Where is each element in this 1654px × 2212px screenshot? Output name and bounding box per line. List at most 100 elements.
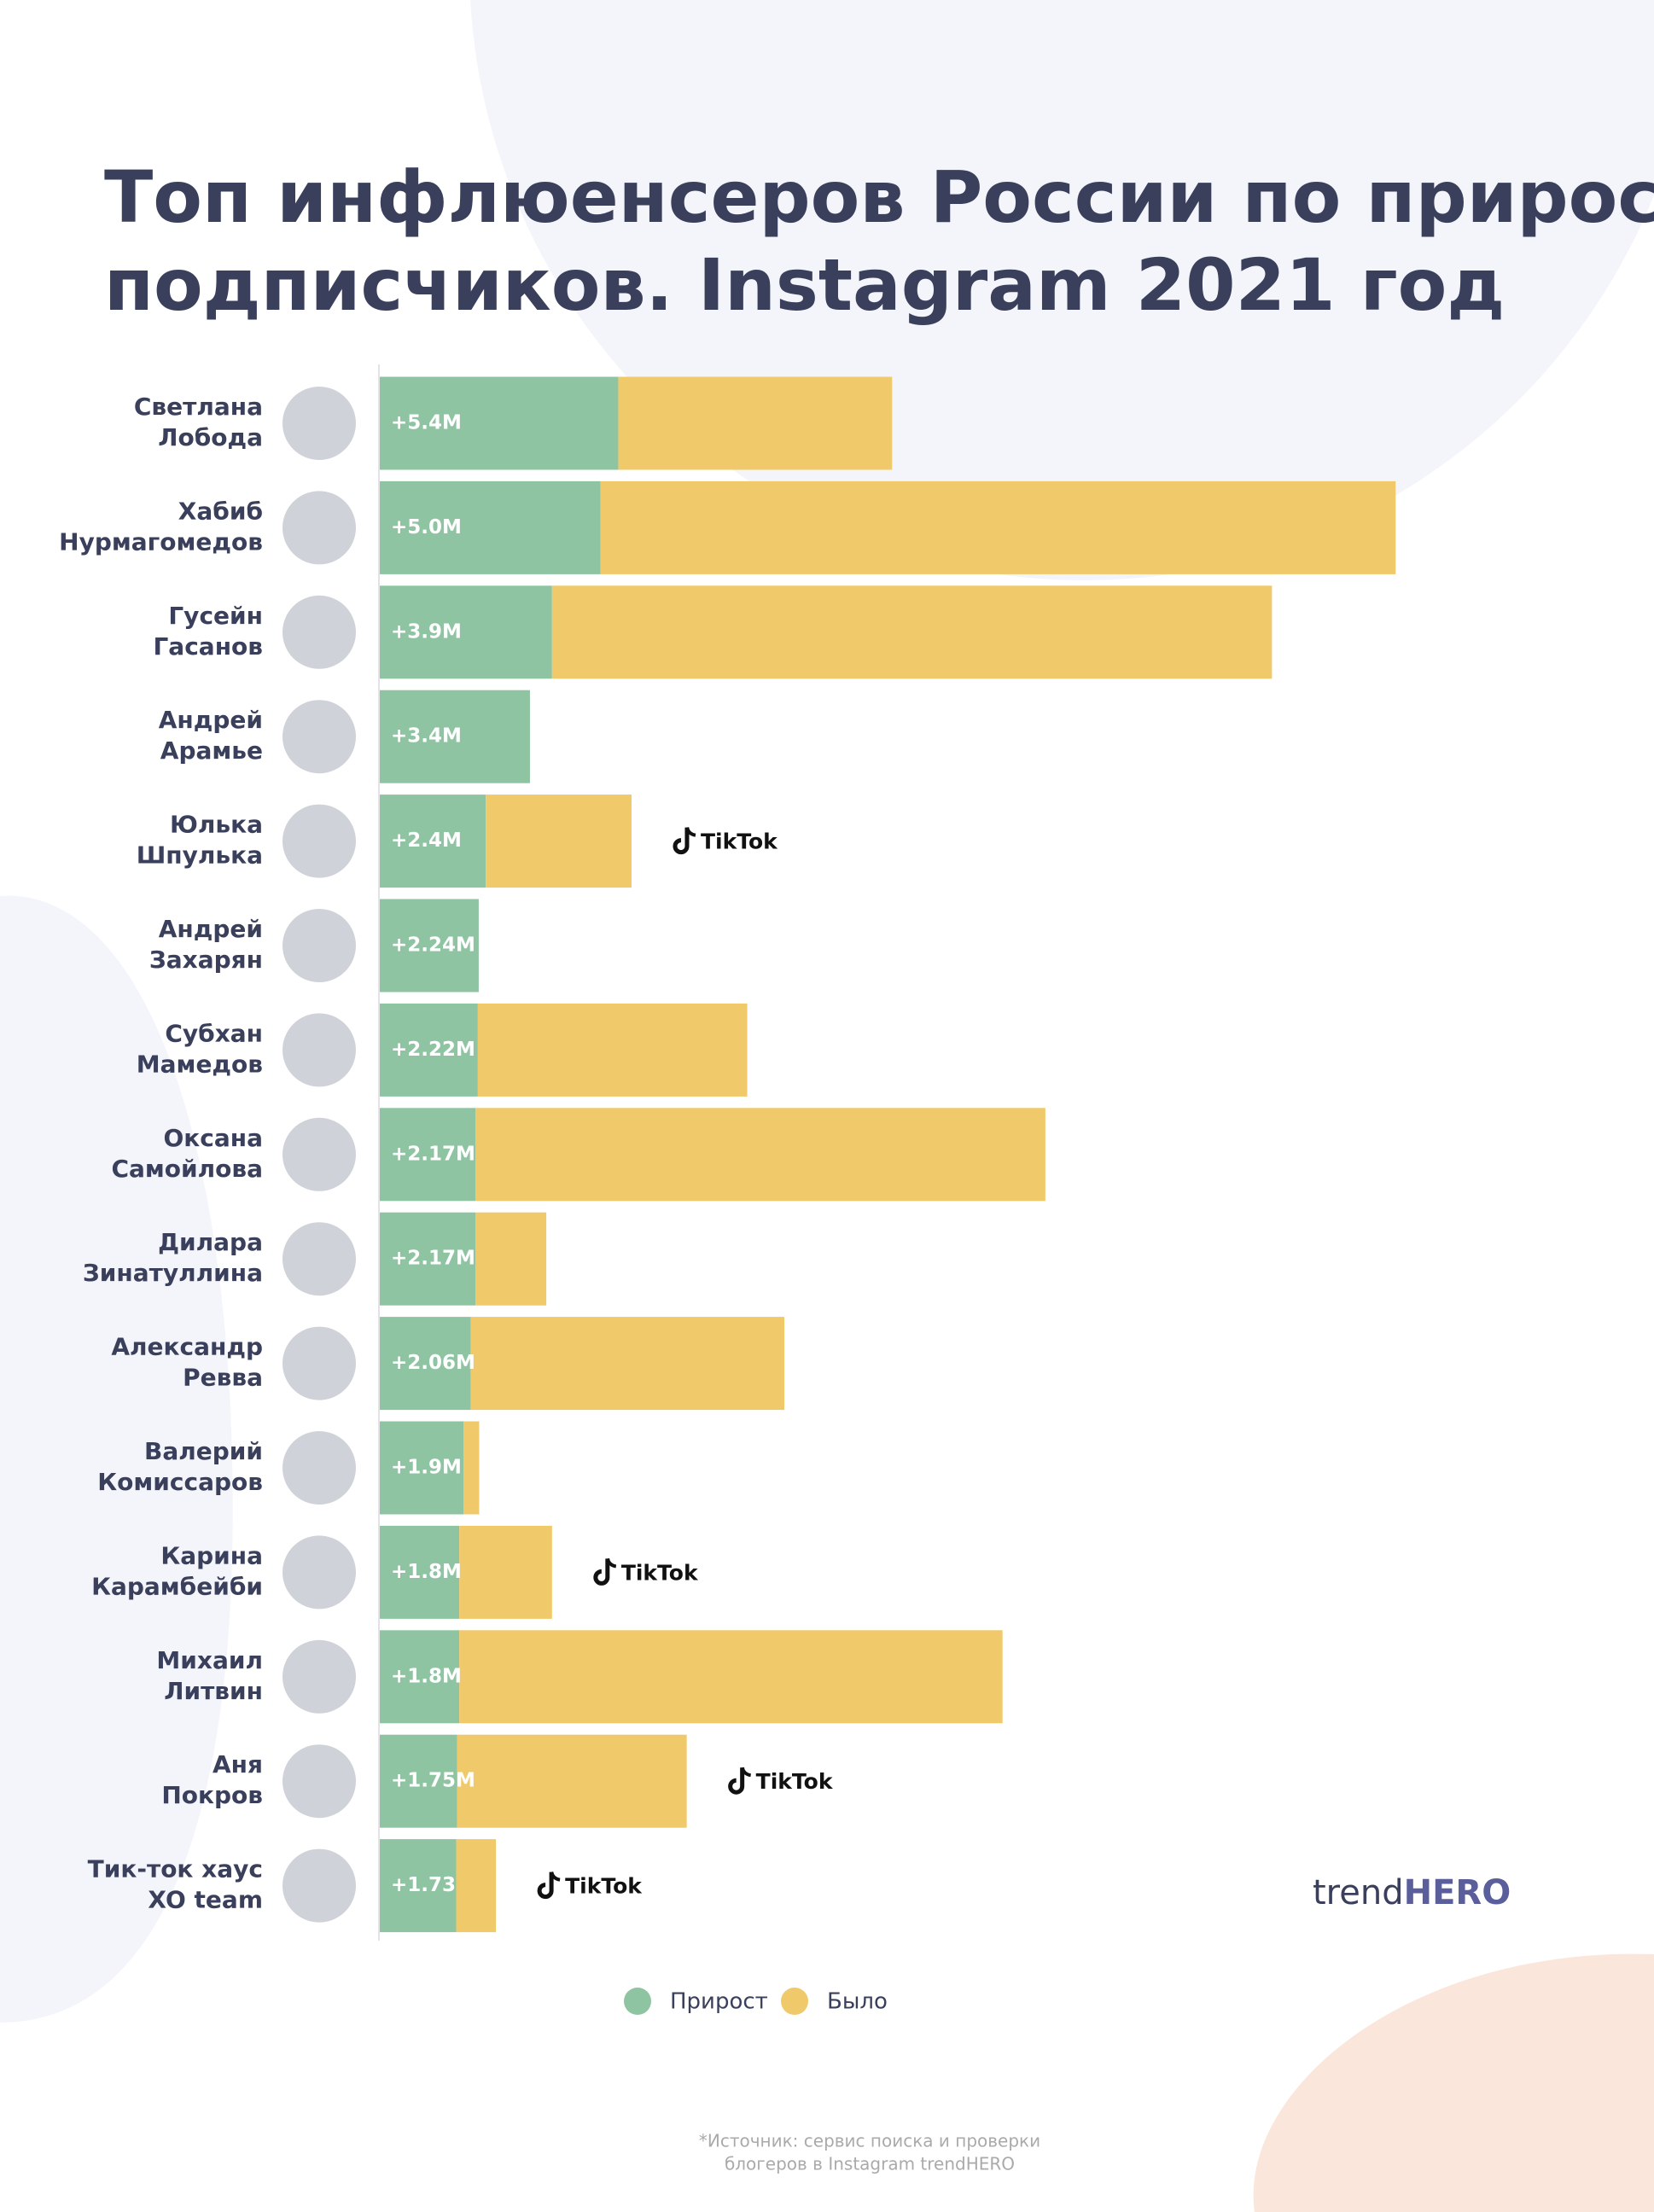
value-label: +2.06M xyxy=(391,1352,475,1374)
brand-part: HERO xyxy=(1404,1873,1511,1912)
value-label: +2.24M xyxy=(391,934,475,957)
bar-segment xyxy=(380,376,619,470)
tiktok-icon xyxy=(593,1558,610,1586)
category-label: Покров xyxy=(161,1781,263,1809)
avatar xyxy=(282,909,356,982)
avatar xyxy=(282,1639,356,1714)
bar-segment xyxy=(380,585,552,679)
bar-segment xyxy=(380,899,479,992)
value-label: +1.9M xyxy=(391,1457,462,1479)
avatar xyxy=(282,700,356,774)
bar-segment xyxy=(618,376,893,470)
legend-swatch xyxy=(624,1988,651,2015)
category-label: Карина xyxy=(160,1541,263,1569)
tiktok-logo xyxy=(728,1767,752,1795)
annotation: TikTok xyxy=(756,1769,834,1794)
category-label: Лобода xyxy=(158,423,263,451)
tiktok-icon xyxy=(728,1767,745,1795)
bar-segment xyxy=(380,1003,478,1097)
avatar xyxy=(282,804,356,878)
category-label: Оксана xyxy=(163,1124,263,1152)
bar-segment xyxy=(456,1839,497,1933)
annotation: TikTok xyxy=(565,1874,643,1899)
category-label: Арамье xyxy=(160,736,263,765)
category-label: Михаил xyxy=(156,1646,263,1674)
bar-segment xyxy=(551,585,1273,679)
category-label: Зинатуллина xyxy=(83,1259,263,1287)
legend-label: Было xyxy=(827,1989,888,2015)
tiktok-logo xyxy=(593,1557,617,1586)
bar-segment xyxy=(459,1525,552,1619)
chart-title: подписчиков. Instagram 2021 год xyxy=(104,243,1505,327)
bar-segment xyxy=(380,690,530,783)
avatar xyxy=(282,1326,356,1400)
bar-segment xyxy=(463,1421,480,1515)
category-label: Комиссаров xyxy=(97,1468,263,1496)
category-label: Андрей xyxy=(159,915,263,943)
value-label: +3.9M xyxy=(391,620,462,643)
brand-part: trend xyxy=(1313,1873,1404,1912)
avatar xyxy=(282,1744,356,1819)
bar-segment xyxy=(470,1317,785,1411)
value-label: +5.4M xyxy=(391,412,462,434)
category-label: Хабиб xyxy=(178,497,263,525)
category-label: Александр xyxy=(111,1333,263,1361)
category-label: Валерий xyxy=(144,1437,263,1465)
avatar xyxy=(282,1013,356,1087)
category-label: Мамедов xyxy=(137,1050,263,1078)
value-label: +1.8M xyxy=(391,1665,462,1687)
category-label: Аня xyxy=(213,1750,263,1778)
value-label: +2.22M xyxy=(391,1039,475,1061)
value-label: +5.0M xyxy=(391,516,462,538)
value-label: +2.17M xyxy=(391,1248,475,1270)
avatar xyxy=(282,595,356,669)
legend-label: Прирост xyxy=(670,1989,768,2015)
category-label: Юлька xyxy=(170,811,263,839)
avatar xyxy=(282,1222,356,1296)
avatar xyxy=(282,1848,356,1923)
tiktok-icon xyxy=(537,1871,554,1900)
category-label: Захарян xyxy=(149,946,263,974)
value-label: +1.75M xyxy=(391,1770,475,1792)
value-label: +2.4M xyxy=(391,830,462,852)
bar-segment xyxy=(380,1421,464,1515)
bar-segment xyxy=(486,795,632,888)
bar-segment xyxy=(457,1734,687,1828)
category-label: XO team xyxy=(148,1886,263,1914)
bar-segment xyxy=(475,1108,1045,1202)
tiktok-icon xyxy=(740,1767,752,1778)
category-label: Карамбейби xyxy=(91,1572,263,1600)
category-label: Андрей xyxy=(159,706,263,734)
category-label: Тик-ток хаус xyxy=(88,1855,263,1883)
chart-title: Топ инфлюенсеров России по приросту xyxy=(104,155,1654,239)
source-note: *Источник: сервис поиска и проверки xyxy=(699,2131,1040,2151)
avatar xyxy=(282,1431,356,1505)
bar-segment xyxy=(380,1839,457,1933)
avatar xyxy=(282,1117,356,1191)
tiktok-logo xyxy=(537,1871,561,1900)
bar-segment xyxy=(475,1212,547,1306)
category-label: Литвин xyxy=(164,1677,263,1705)
source-note: блогеров в Instagram trendHERO xyxy=(725,2154,1015,2174)
bar-segment xyxy=(380,795,486,888)
bar-segment xyxy=(380,1734,457,1828)
category-label: Светлана xyxy=(134,393,263,421)
legend-swatch xyxy=(781,1988,808,2015)
bar-segment xyxy=(380,1630,460,1724)
avatar xyxy=(282,491,356,565)
bar-segment xyxy=(477,1003,748,1097)
value-label: +2.17M xyxy=(391,1143,475,1165)
category-label: Ревва xyxy=(183,1364,263,1392)
annotation: TikTok xyxy=(621,1560,699,1585)
bar-segment xyxy=(380,1525,460,1619)
tiktok-icon xyxy=(605,1557,617,1569)
bar-segment xyxy=(380,1317,471,1411)
category-label: Шпулька xyxy=(137,841,263,870)
category-label: Гасанов xyxy=(153,632,263,661)
brand: trendHERO xyxy=(1313,1873,1511,1912)
category-label: Нурмагомедов xyxy=(59,527,263,556)
value-label: +1.8M xyxy=(391,1561,462,1583)
bar-segment xyxy=(380,480,601,574)
value-label: +1.73 xyxy=(391,1874,456,1896)
